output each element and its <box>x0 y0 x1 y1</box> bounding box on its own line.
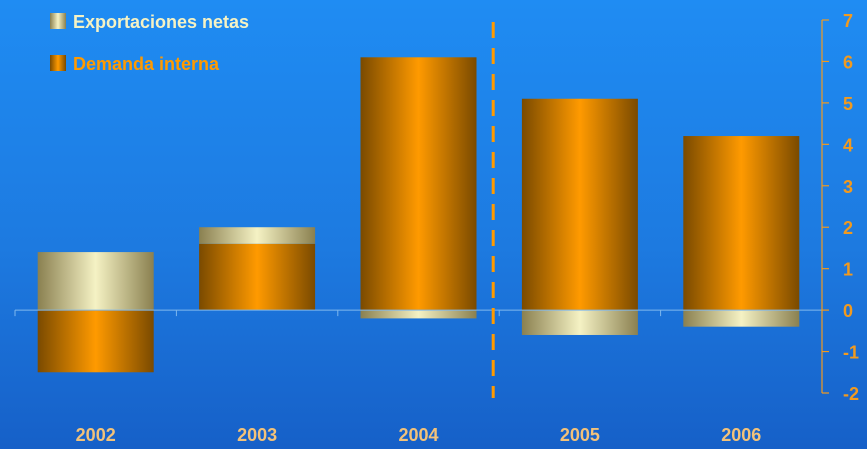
category-label-2002: 2002 <box>76 425 116 445</box>
y-tick-label: 3 <box>843 177 853 197</box>
y-tick-label: 6 <box>843 52 853 72</box>
bars <box>37 57 800 373</box>
y-tick-label: 5 <box>843 94 853 114</box>
bar-net-exports-2004 <box>360 310 477 319</box>
bar-domestic-demand-2003 <box>199 243 316 311</box>
y-tick-label: -1 <box>843 343 859 363</box>
category-label-2005: 2005 <box>560 425 600 445</box>
y-tick-label: 0 <box>843 301 853 321</box>
y-tick-label: 1 <box>843 260 853 280</box>
category-label-2003: 2003 <box>237 425 277 445</box>
bar-net-exports-2003 <box>199 227 316 244</box>
y-tick-label: 4 <box>843 135 853 155</box>
legend: Exportaciones netas Demanda interna <box>50 12 249 74</box>
axes <box>14 19 829 398</box>
bar-domestic-demand-2005 <box>521 98 638 311</box>
legend-label-net-exports: Exportaciones netas <box>73 12 249 32</box>
y-tick-label: 2 <box>843 218 853 238</box>
labels: 2002 2003 2004 2005 2006 -2 -1 0 1 2 3 4 5 6 7 <box>76 11 859 445</box>
legend-label-domestic-demand: Demanda interna <box>73 54 220 74</box>
bar-domestic-demand-2004 <box>360 57 477 311</box>
bar-domestic-demand-2006 <box>683 136 800 311</box>
category-label-2006: 2006 <box>721 425 761 445</box>
legend-swatch-domestic-demand <box>50 55 66 71</box>
y-tick-label: 7 <box>843 11 853 31</box>
bar-domestic-demand-2002 <box>37 310 154 373</box>
bar-net-exports-2005 <box>521 310 638 335</box>
category-label-2004: 2004 <box>398 425 438 445</box>
bar-net-exports-2006 <box>683 310 800 327</box>
legend-item-domestic-demand: Demanda interna <box>50 54 220 74</box>
legend-item-net-exports: Exportaciones netas <box>50 12 249 32</box>
legend-swatch-net-exports <box>50 13 66 29</box>
bar-net-exports-2002 <box>37 252 154 311</box>
y-tick-label: -2 <box>843 384 859 404</box>
